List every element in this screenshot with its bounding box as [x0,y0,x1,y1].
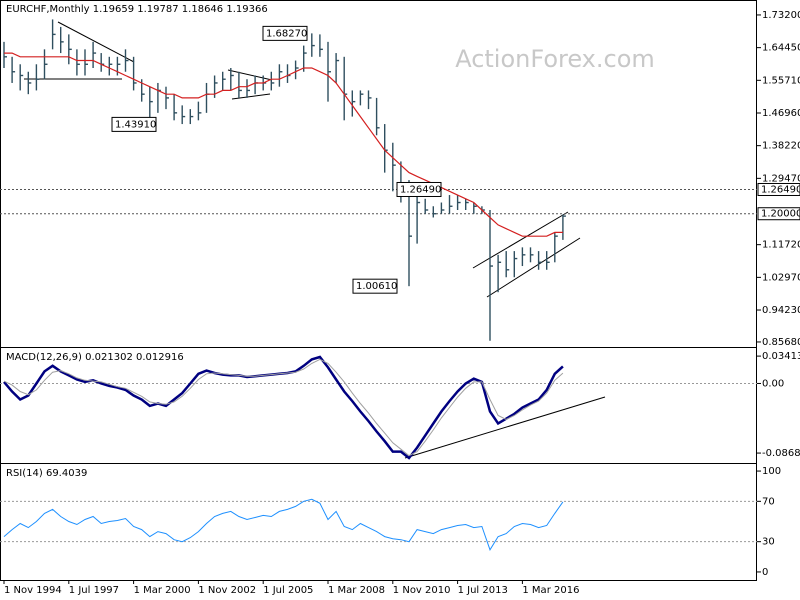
annotation-box [262,25,308,41]
x-tick-label: 1 Mar 2008 [328,585,385,596]
annotation-label: 1.00610 [356,281,397,292]
x-tick-label: 1 Jul 1997 [69,585,119,596]
rsi-title: RSI(14) 69.4039 [6,468,87,479]
level-label: 1.26490 [761,184,800,195]
y-tick-label: -0.086849 [762,448,800,459]
y-tick-label: 1.46960 [762,108,800,119]
annotation-label: 1.43910 [115,119,156,130]
y-tick-label: 1.38220 [762,141,800,152]
indicator-line [3,358,564,457]
trendlines [24,21,606,459]
x-tick-label: 1 Nov 1994 [4,585,62,596]
y-tick-label: 70 [762,496,775,507]
y-tick-label: 100 [762,466,781,477]
moving-average [4,52,563,237]
y-tick-label: 0 [762,567,768,578]
x-tick-label: 1 Nov 2010 [393,585,451,596]
annotation-label: 1.26490 [400,184,441,195]
y-tick-label: 0.00 [762,378,784,389]
y-tick-label: 0.94230 [762,305,800,316]
y-tick-label: 1.02970 [762,272,800,283]
watermark: ActionForex.com [455,45,655,73]
y-tick-label: 1.29470 [762,173,800,184]
y-tick-label: 30 [762,537,775,548]
level-label-box [757,182,800,196]
trendline [227,69,273,81]
level-label: 1.20000 [761,209,800,220]
level-label-box [757,207,800,221]
annotation-box [111,116,157,132]
y-tick-label: 1.73200 [762,10,800,21]
macd-title: MACD(12,26,9) 0.021302 0.012916 [6,352,184,363]
trendline [231,93,271,100]
trendline [486,237,581,298]
x-tick-label: 1 Mar 2016 [522,585,579,596]
trendline [57,21,135,63]
chart-title: EURCHF,Monthly 1.19659 1.19787 1.18646 1… [6,4,268,15]
indicator-line [3,498,564,551]
y-tick-label: 1.11720 [762,240,800,251]
trendline [472,211,569,269]
x-tick-label: 1 Jul 2013 [458,585,508,596]
x-tick-label: 1 Nov 2002 [198,585,256,596]
annotation-box [396,181,442,197]
y-tick-label: 1.64450 [762,43,800,54]
x-tick-label: 1 Mar 2000 [134,585,191,596]
x-tick-label: 1 Jul 2005 [263,585,313,596]
plot-frame [0,0,757,581]
annotation-label: 1.68270 [266,28,307,39]
annotation-box [352,278,398,294]
y-tick-label: 1.55710 [762,75,800,86]
y-tick-label: 0.85680 [762,337,800,348]
trendline [404,396,606,459]
y-tick-label: 0.034137 [762,351,800,362]
